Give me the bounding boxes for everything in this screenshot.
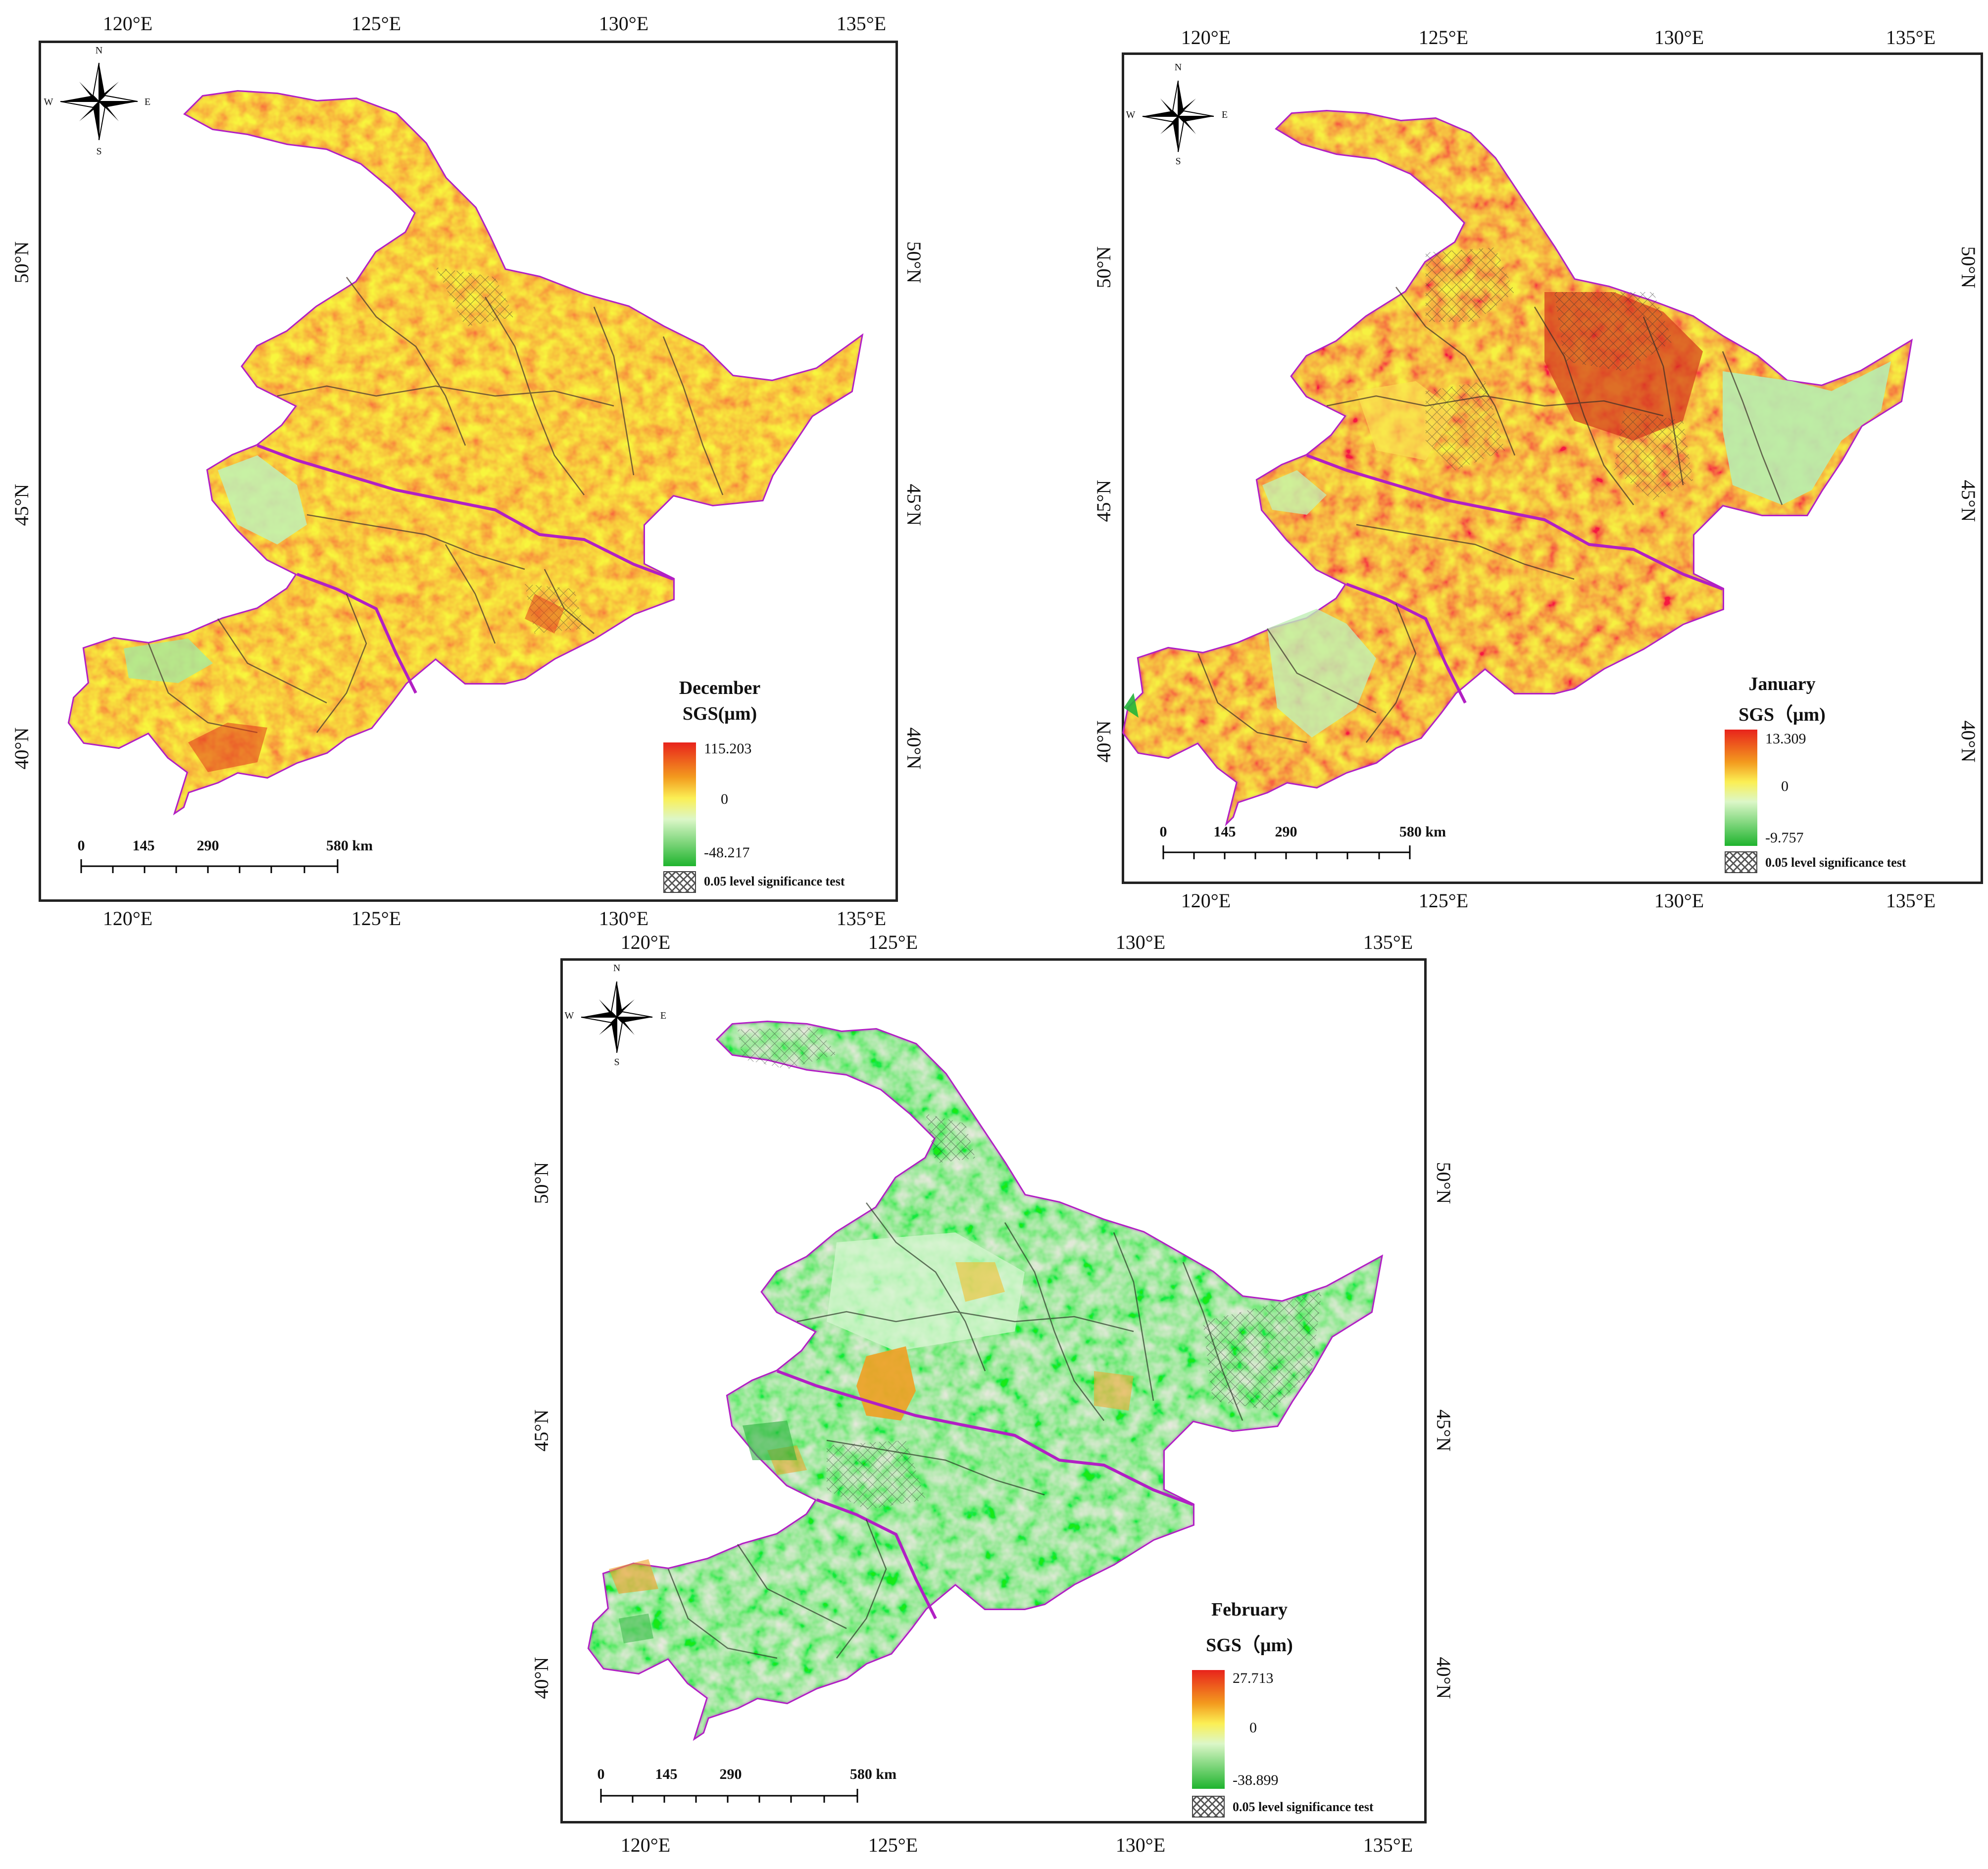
- lon-tick-top: 130°E: [1115, 931, 1166, 953]
- lon-tick-bottom: 120°E: [102, 907, 153, 930]
- scale-label: 0: [1159, 824, 1167, 840]
- legend-zero: 0: [1781, 778, 1789, 794]
- lon-tick-bottom: 135°E: [1886, 889, 1936, 912]
- legend-max: 13.309: [1765, 731, 1806, 747]
- lon-tick-top: 125°E: [351, 12, 401, 35]
- lon-tick-bottom: 120°E: [620, 1834, 671, 1856]
- lon-tick-top: 120°E: [1181, 26, 1231, 49]
- lon-tick-bottom: 130°E: [598, 907, 649, 930]
- legend-title: January: [1748, 674, 1816, 694]
- lon-tick-bottom: 135°E: [1363, 1834, 1413, 1856]
- lon-tick-top: 130°E: [598, 12, 649, 35]
- lon-tick-bottom: 125°E: [1418, 889, 1469, 912]
- legend-max: 115.203: [704, 740, 752, 757]
- significance-label: 0.05 level significance test: [1765, 855, 1906, 870]
- scale-bar: [80, 859, 339, 873]
- map-panel-december: 120°E 125°E 130°E 135°E 120°E 125°E 130°…: [0, 0, 925, 940]
- legend-zero: 0: [1249, 1720, 1257, 1736]
- lon-tick-top: 130°E: [1654, 26, 1704, 49]
- texture: [69, 92, 861, 812]
- scale-label: 580 km: [849, 1766, 897, 1782]
- lon-tick-top: 135°E: [836, 12, 887, 35]
- compass-n: N: [613, 963, 621, 974]
- legend-color-ramp: [1192, 1670, 1225, 1789]
- scale-bar: [1162, 845, 1411, 859]
- legend-zero: 0: [721, 791, 728, 807]
- map-panel-february: 120°E 125°E 130°E 135°E 120°E 125°E 130°…: [520, 931, 1455, 1869]
- map-panel-january: 120°E 125°E 130°E 135°E 120°E 125°E 130°…: [1079, 0, 1988, 940]
- lon-tick-top: 120°E: [102, 12, 153, 35]
- compass-rose-icon: [581, 981, 653, 1053]
- lon-tick-top: 120°E: [620, 931, 671, 953]
- legend-subtitle: SGS（μm): [1206, 1635, 1293, 1656]
- compass-w: W: [1126, 109, 1136, 120]
- legend-subtitle: SGS（μm): [1739, 704, 1826, 725]
- compass-e: E: [144, 97, 151, 107]
- significance-swatch: [1725, 851, 1757, 873]
- legend-color-ramp: [663, 742, 696, 866]
- compass-e: E: [1221, 109, 1228, 120]
- scale-label: 145: [655, 1766, 678, 1782]
- significance-label: 0.05 level significance test: [1233, 1800, 1374, 1814]
- lon-tick-top: 125°E: [1418, 26, 1469, 49]
- compass-s: S: [1175, 156, 1181, 167]
- compass-rose-icon: [1142, 80, 1214, 152]
- legend-max: 27.713: [1233, 1670, 1274, 1686]
- compass-s: S: [614, 1057, 620, 1068]
- legend-title: February: [1211, 1599, 1288, 1620]
- legend-color-ramp: [1725, 730, 1757, 846]
- compass-n: N: [1174, 62, 1182, 73]
- compass-n: N: [95, 45, 103, 56]
- texture: [589, 1022, 1381, 1737]
- compass-w: W: [564, 1010, 574, 1021]
- lon-tick-bottom: 130°E: [1654, 889, 1704, 912]
- scale-label: 0: [597, 1766, 605, 1782]
- scale-label: 145: [1213, 824, 1236, 840]
- scale-label: 290: [1275, 824, 1297, 840]
- scale-label: 0: [77, 837, 85, 854]
- lon-tick-bottom: 125°E: [351, 907, 401, 930]
- compass-s: S: [96, 146, 102, 157]
- lon-tick-top: 125°E: [868, 931, 918, 953]
- compass-w: W: [44, 97, 53, 107]
- scale-label: 580 km: [326, 837, 373, 854]
- lon-tick-top: 135°E: [1886, 26, 1936, 49]
- legend-min: -9.757: [1765, 830, 1804, 846]
- compass-e: E: [660, 1010, 667, 1021]
- compass-rose-icon: [60, 62, 138, 141]
- significance-swatch: [1192, 1796, 1225, 1818]
- sgs-map-february: [587, 1020, 1384, 1741]
- lon-tick-bottom: 120°E: [1181, 889, 1231, 912]
- scale-bar: [600, 1789, 858, 1803]
- legend-title: December: [679, 678, 761, 698]
- lon-tick-bottom: 135°E: [836, 907, 887, 930]
- significance-label: 0.05 level significance test: [704, 874, 845, 888]
- scale-label: 580 km: [1399, 824, 1446, 840]
- scale-label: 145: [132, 837, 155, 854]
- legend-subtitle: SGS(μm): [682, 703, 757, 724]
- lon-tick-top: 135°E: [1363, 931, 1413, 953]
- legend-min: -48.217: [704, 844, 750, 861]
- lon-tick-bottom: 130°E: [1115, 1834, 1166, 1856]
- sgs-map-january: [1122, 109, 1913, 827]
- legend-min: -38.899: [1233, 1772, 1279, 1788]
- scale-label: 290: [719, 1766, 742, 1782]
- significance-swatch: [663, 871, 696, 893]
- scale-label: 290: [197, 837, 219, 854]
- sgs-map-december: [67, 90, 864, 816]
- lon-tick-bottom: 125°E: [868, 1834, 918, 1856]
